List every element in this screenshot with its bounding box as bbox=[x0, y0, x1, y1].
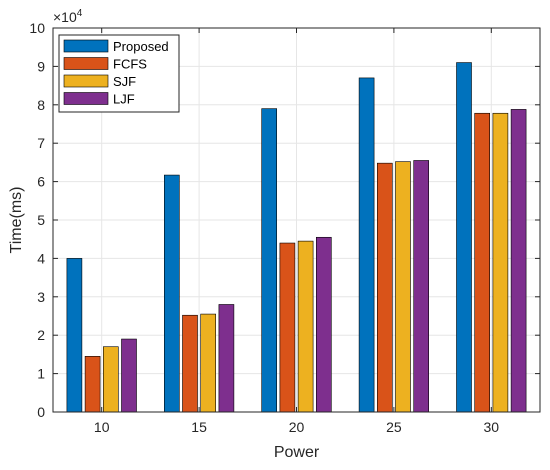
y-tick-label: 4 bbox=[37, 250, 45, 266]
bar-ljf bbox=[413, 160, 430, 413]
bar-fcfs bbox=[84, 356, 101, 413]
y-tick-label: 10 bbox=[29, 20, 45, 36]
bar-ljf bbox=[315, 236, 332, 413]
legend-swatch-proposed bbox=[63, 39, 109, 53]
bar-proposed bbox=[261, 108, 278, 413]
legend-label-fcfs: FCFS bbox=[113, 57, 147, 72]
bar-sjf bbox=[297, 240, 314, 413]
y-tick-label: 5 bbox=[37, 212, 45, 228]
y-tick-label: 7 bbox=[37, 135, 45, 151]
y-tick-label: 0 bbox=[37, 404, 45, 420]
bar-proposed bbox=[456, 62, 472, 413]
legend-label-sjf: SJF bbox=[113, 74, 136, 89]
legend-swatch-ljf bbox=[63, 92, 109, 105]
legend: Proposed FCFS SJF LJF bbox=[58, 34, 180, 113]
y-multiplier-base: ×10 bbox=[53, 9, 77, 25]
bar-proposed bbox=[358, 77, 375, 413]
y-axis-ticks: 0 1 2 3 4 5 6 7 8 9 10 bbox=[29, 20, 540, 420]
bar-fcfs bbox=[182, 314, 198, 413]
bar-sjf bbox=[200, 313, 216, 413]
x-axis-ticks: 10 15 20 25 30 bbox=[94, 28, 499, 435]
y-tick-label: 9 bbox=[37, 58, 45, 74]
x-tick-label: 20 bbox=[289, 419, 305, 435]
bar-sjf bbox=[395, 161, 411, 413]
legend-swatch-fcfs bbox=[63, 57, 109, 70]
legend-label-proposed: Proposed bbox=[113, 39, 169, 54]
bar-fcfs bbox=[474, 112, 491, 413]
y-tick-label: 1 bbox=[37, 366, 45, 382]
bar-sjf bbox=[103, 346, 119, 413]
bar-ljf bbox=[218, 304, 235, 413]
bar-proposed bbox=[164, 174, 180, 413]
y-axis-title: Time(ms) bbox=[8, 187, 25, 254]
x-tick-label: 30 bbox=[484, 419, 500, 435]
bar-sjf bbox=[492, 112, 509, 413]
bar-ljf bbox=[510, 109, 527, 413]
x-tick-label: 10 bbox=[94, 419, 110, 435]
bar-fcfs bbox=[279, 242, 296, 413]
x-axis-title: Power bbox=[274, 444, 320, 461]
legend-label-ljf: LJF bbox=[113, 92, 135, 107]
bar-fcfs bbox=[376, 162, 393, 413]
x-tick-label: 25 bbox=[386, 419, 402, 435]
y-tick-label: 3 bbox=[37, 289, 45, 305]
x-tick-label: 15 bbox=[191, 419, 207, 435]
legend-swatch-sjf bbox=[63, 74, 109, 88]
y-tick-label: 8 bbox=[37, 97, 45, 113]
y-multiplier-exponent: 4 bbox=[77, 8, 83, 19]
y-tick-label: 6 bbox=[37, 174, 45, 190]
bar-proposed bbox=[66, 258, 83, 413]
y-multiplier: ×104 bbox=[53, 8, 83, 25]
y-tick-label: 2 bbox=[37, 327, 45, 343]
bar-ljf bbox=[121, 338, 137, 413]
bars bbox=[66, 62, 527, 413]
